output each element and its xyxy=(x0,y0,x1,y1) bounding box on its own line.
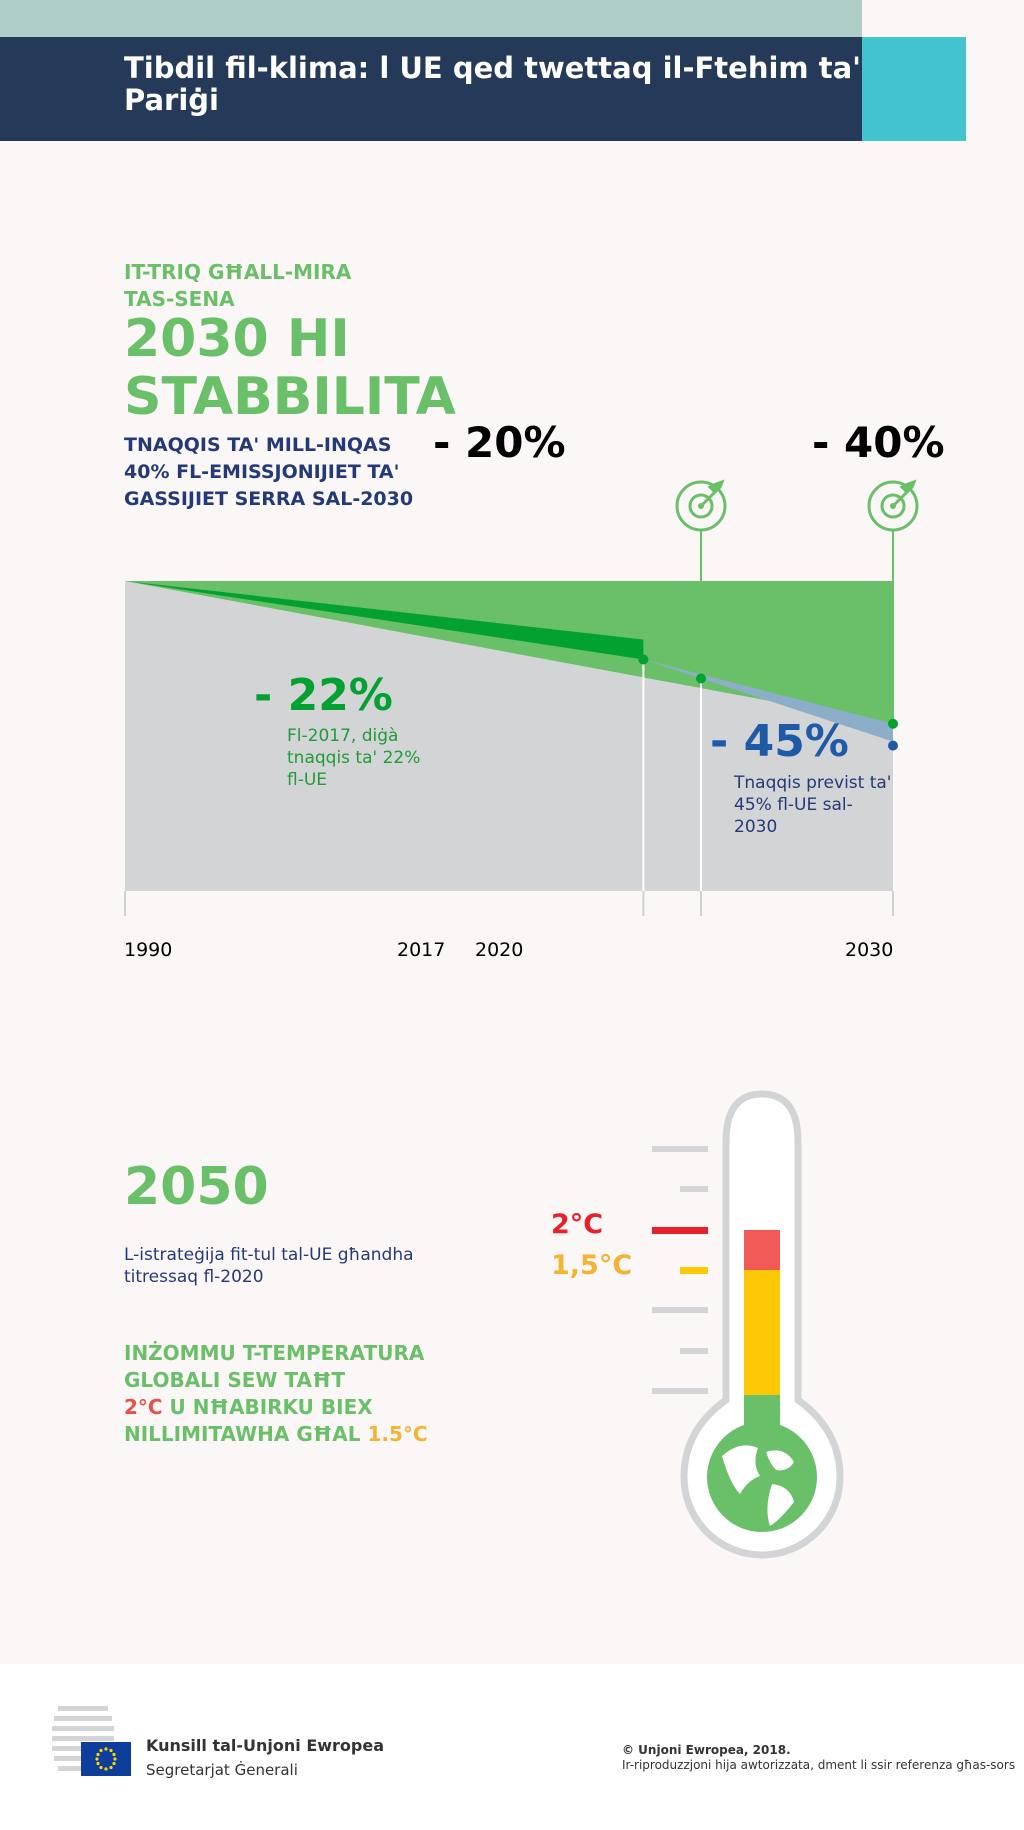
section-2030-description: TNAQQIS TA' MILL-INQAS 40% FL-EMISSJONIJ… xyxy=(124,434,414,510)
tick-label-2017: 2017 xyxy=(397,939,445,961)
scale-tick-2c xyxy=(652,1227,708,1234)
data-point-2017 xyxy=(638,654,649,665)
thermo-label-15c: 1,5°C xyxy=(551,1250,632,1281)
annotation-label-22: - 22% xyxy=(254,670,393,721)
globe-icon xyxy=(707,1422,817,1532)
footer-secretariat: Segretarjat Ġenerali xyxy=(146,1761,298,1779)
data-point-2030-projected xyxy=(888,740,898,751)
tick-label-2020: 2020 xyxy=(475,939,523,961)
footer-copyright: © Unjoni Ewropea, 2018. xyxy=(622,1743,791,1757)
target-label-2020: - 20% xyxy=(433,418,566,467)
title-accent xyxy=(862,37,966,141)
annotation-text-45: Tnaqqis previst ta' 45% fl-UE sal-2030 xyxy=(734,773,892,837)
target-icon xyxy=(867,479,919,532)
scale-tick xyxy=(680,1186,708,1192)
footer-reproduction: Ir-riproduzzjoni hija awtorizzata, dment… xyxy=(622,1758,1016,1772)
chart-actual-area xyxy=(125,581,644,660)
emissions-chart: - 20% - 40% - 22% - 45% 1990 2017 2020 2… xyxy=(124,418,945,961)
scale-tick xyxy=(680,1348,708,1354)
data-point-2020 xyxy=(696,673,706,684)
thermometer-yellow-band xyxy=(744,1270,780,1395)
thermo-label-2c: 2°C xyxy=(551,1209,603,1240)
goal-line-3: 2°C U NĦABIRKU BIEX xyxy=(124,1394,454,1421)
goal-line-3-rest: U NĦABIRKU BIEX xyxy=(162,1395,373,1419)
top-strip xyxy=(0,0,862,37)
goal-line-4-text: NILLIMITAWHA GĦAL xyxy=(124,1422,368,1446)
goal-line-1: INŻOMMU T-TEMPERATURA xyxy=(124,1341,425,1365)
subtitle-line-1: IT-TRIQ GĦALL-MIRA xyxy=(124,260,352,284)
section-2050-goal: INŻOMMU T-TEMPERATURA GLOBALI SEW TAĦT 2… xyxy=(124,1340,454,1448)
page-title: Tibdil fil-klima: l UE qed twettaq il-Ft… xyxy=(124,51,862,117)
data-point-2030-target xyxy=(888,718,898,729)
section-2050-strategy: L-istrateġija fit-tul tal-UE għandha tit… xyxy=(124,1245,414,1287)
footer-copyright-block: © Unjoni Ewropea, 2018. Ir-riproduzzjoni… xyxy=(622,1743,1015,1773)
footer-council: Kunsill tal-Unjoni Ewropea xyxy=(146,1736,385,1755)
scale-tick xyxy=(652,1146,708,1152)
tick-label-1990: 1990 xyxy=(124,939,172,961)
headline-line-2: STABBILITA xyxy=(124,367,456,427)
chart-projected-area xyxy=(643,659,893,742)
section-2050-year: 2050 xyxy=(124,1157,269,1217)
subtitle-line-2: TAS-SENA xyxy=(124,287,235,311)
goal-line-2: GLOBALI SEW TAĦT xyxy=(124,1368,346,1392)
tick-label-2030: 2030 xyxy=(845,939,893,961)
target-icon xyxy=(675,479,727,532)
thermometer-illustration: 2°C 1,5°C xyxy=(551,1090,844,1559)
eu-flag-icon xyxy=(81,1742,131,1776)
council-logo xyxy=(52,1706,131,1776)
goal-2c: 2°C xyxy=(124,1395,163,1419)
scale-tick-15c xyxy=(680,1267,708,1274)
scale-tick xyxy=(652,1307,708,1313)
thermometer-red-band xyxy=(744,1230,780,1270)
scale-tick xyxy=(652,1388,708,1394)
globe-continents xyxy=(722,1445,794,1526)
headline-line-1: 2030 HI xyxy=(124,309,350,369)
target-label-2030: - 40% xyxy=(812,418,945,467)
title-bar xyxy=(0,37,862,141)
goal-line-4: NILLIMITAWHA GĦAL 1.5°C xyxy=(124,1421,454,1448)
goal-15c: 1.5°C xyxy=(367,1422,428,1446)
section-2030-headline: 2030 HI STABBILITA xyxy=(124,310,456,426)
footer xyxy=(0,1664,1024,1830)
annotation-label-45: - 45% xyxy=(710,716,849,767)
annotation-text-22: Fl-2017, diġà tnaqqis ta' 22% fl-UE xyxy=(287,726,421,790)
section-2030-subtitle: IT-TRIQ GĦALL-MIRA TAS-SENA xyxy=(124,259,351,313)
